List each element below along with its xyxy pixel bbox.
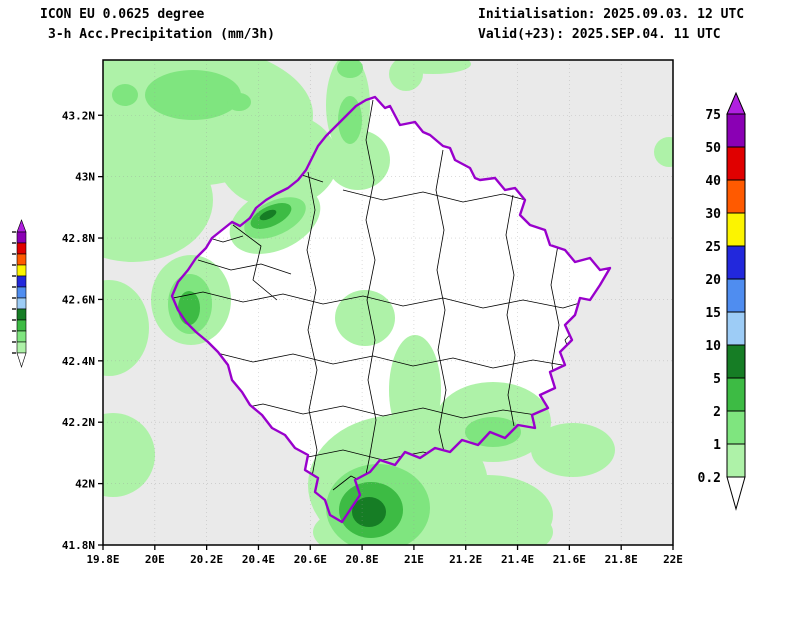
colorbar-label: 15 (705, 306, 721, 321)
district-line (505, 194, 516, 427)
x-axis-label: 20.2E (190, 553, 223, 566)
colorbar-under-triangle (726, 476, 746, 511)
colorbar-label: 0.2 (698, 471, 721, 486)
colorbar-label: 1 (713, 438, 721, 453)
colorbar: 75 50 40 30 25 20 15 10 5 2 1 0.2 (698, 91, 746, 511)
precip-area-light (395, 60, 471, 74)
precip-area-light (335, 290, 395, 346)
precip-area-light (654, 137, 673, 167)
y-axis-label: 43.2N (62, 109, 95, 122)
mini-colorbar-band (16, 341, 27, 354)
colorbar-band (726, 245, 746, 280)
mini-colorbar-over-triangle (16, 219, 27, 233)
colorbar-label: 25 (705, 240, 721, 255)
x-axis-label: 20E (145, 553, 165, 566)
district-line (435, 149, 447, 457)
colorbar-over-triangle (726, 91, 746, 115)
colorbar-label: 10 (705, 339, 721, 354)
colorbar-band (726, 113, 746, 148)
colorbar-band (726, 443, 746, 478)
y-axis-label: 42.8N (62, 232, 95, 245)
district-line (342, 189, 534, 203)
y-axis-label: 42.6N (62, 293, 95, 306)
precip-area-medium (338, 96, 362, 144)
init-time-label: Initialisation: 2025.09.03. 12 UTC (478, 7, 745, 22)
x-axis-label: 21.4E (501, 553, 534, 566)
precip-area-light (103, 280, 149, 376)
mini-colorbar-band (16, 297, 27, 310)
precip-area-medium (337, 60, 363, 78)
x-axis-label: 20.8E (346, 553, 379, 566)
district-line (232, 224, 278, 301)
colorbar-label: 30 (705, 207, 721, 222)
district-line (172, 291, 604, 309)
colorbar-band (726, 311, 746, 346)
axes: 19.8E 20E 20.2E 20.4E 20.6E 20.8E 21E 21.2E 21.4… (62, 109, 683, 566)
variable-title: 3-h Acc.Precipitation (mm/3h) (48, 27, 275, 42)
colorbar-label: 50 (705, 141, 721, 156)
district-line (197, 259, 292, 275)
mini-colorbar-band (16, 275, 27, 288)
mini-colorbar-band (16, 308, 27, 321)
precip-area-light (531, 423, 615, 477)
precip-area-medium (227, 93, 251, 111)
district-line (222, 403, 544, 419)
colorbar-band (726, 377, 746, 412)
colorbar-label: 75 (705, 108, 721, 123)
precip-area-light (423, 475, 553, 545)
x-axis-label: 20.6E (294, 553, 327, 566)
y-axis-label: 42N (75, 478, 95, 491)
colorbar-label: 40 (705, 174, 721, 189)
x-axis-label: 21.8E (605, 553, 638, 566)
mini-colorbar-band (16, 253, 27, 266)
precip-area-medium (112, 84, 138, 106)
mini-colorbar-band (16, 242, 27, 255)
district-line (306, 171, 318, 483)
district-line (363, 99, 377, 485)
district-line (172, 351, 569, 369)
mini-colorbar-band (16, 231, 27, 244)
x-axis-label: 21.2E (449, 553, 482, 566)
mini-colorbar-band (16, 264, 27, 277)
precip-area-light (218, 112, 338, 208)
y-axis-label: 42.4N (62, 355, 95, 368)
mini-colorbar (12, 219, 27, 368)
x-axis-label: 19.8E (86, 553, 119, 566)
mini-colorbar-under-triangle (16, 352, 27, 368)
map-frame (102, 59, 674, 546)
precip-area-light (103, 413, 155, 497)
y-axis-label: 42.2N (62, 416, 95, 429)
x-axis-label: 20.4E (242, 553, 275, 566)
colorbar-band (726, 179, 746, 214)
x-axis-label: 22E (663, 553, 683, 566)
colorbar-band (726, 212, 746, 247)
model-title: ICON EU 0.0625 degree (40, 7, 205, 22)
precip-area-intense (352, 497, 386, 527)
mini-colorbar-band (16, 330, 27, 343)
y-axis-label: 43N (75, 171, 95, 184)
x-axis-label: 21E (404, 553, 424, 566)
mini-colorbar-band (16, 286, 27, 299)
kosovo-border (170, 95, 612, 524)
colorbar-band (726, 344, 746, 379)
precip-area-light (103, 138, 213, 262)
precip-area-intense (259, 209, 277, 221)
map-plot: 19.8E 20E 20.2E 20.4E 20.6E 20.8E 21E 21.2E 21.4… (62, 59, 683, 566)
colorbar-label: 20 (705, 273, 721, 288)
colorbar-band (726, 278, 746, 313)
y-axis-label: 41.8N (62, 539, 95, 552)
mini-colorbar-band (16, 319, 27, 332)
colorbar-label: 5 (713, 372, 721, 387)
x-axis-label: 21.6E (553, 553, 586, 566)
precip-area-medium (145, 70, 241, 120)
precip-area-light (326, 130, 390, 190)
colorbar-band (726, 410, 746, 445)
colorbar-band (726, 146, 746, 181)
colorbar-label: 2 (713, 405, 721, 420)
valid-time-label: Valid(+23): 2025.SEP.04. 11 UTC (478, 27, 721, 42)
